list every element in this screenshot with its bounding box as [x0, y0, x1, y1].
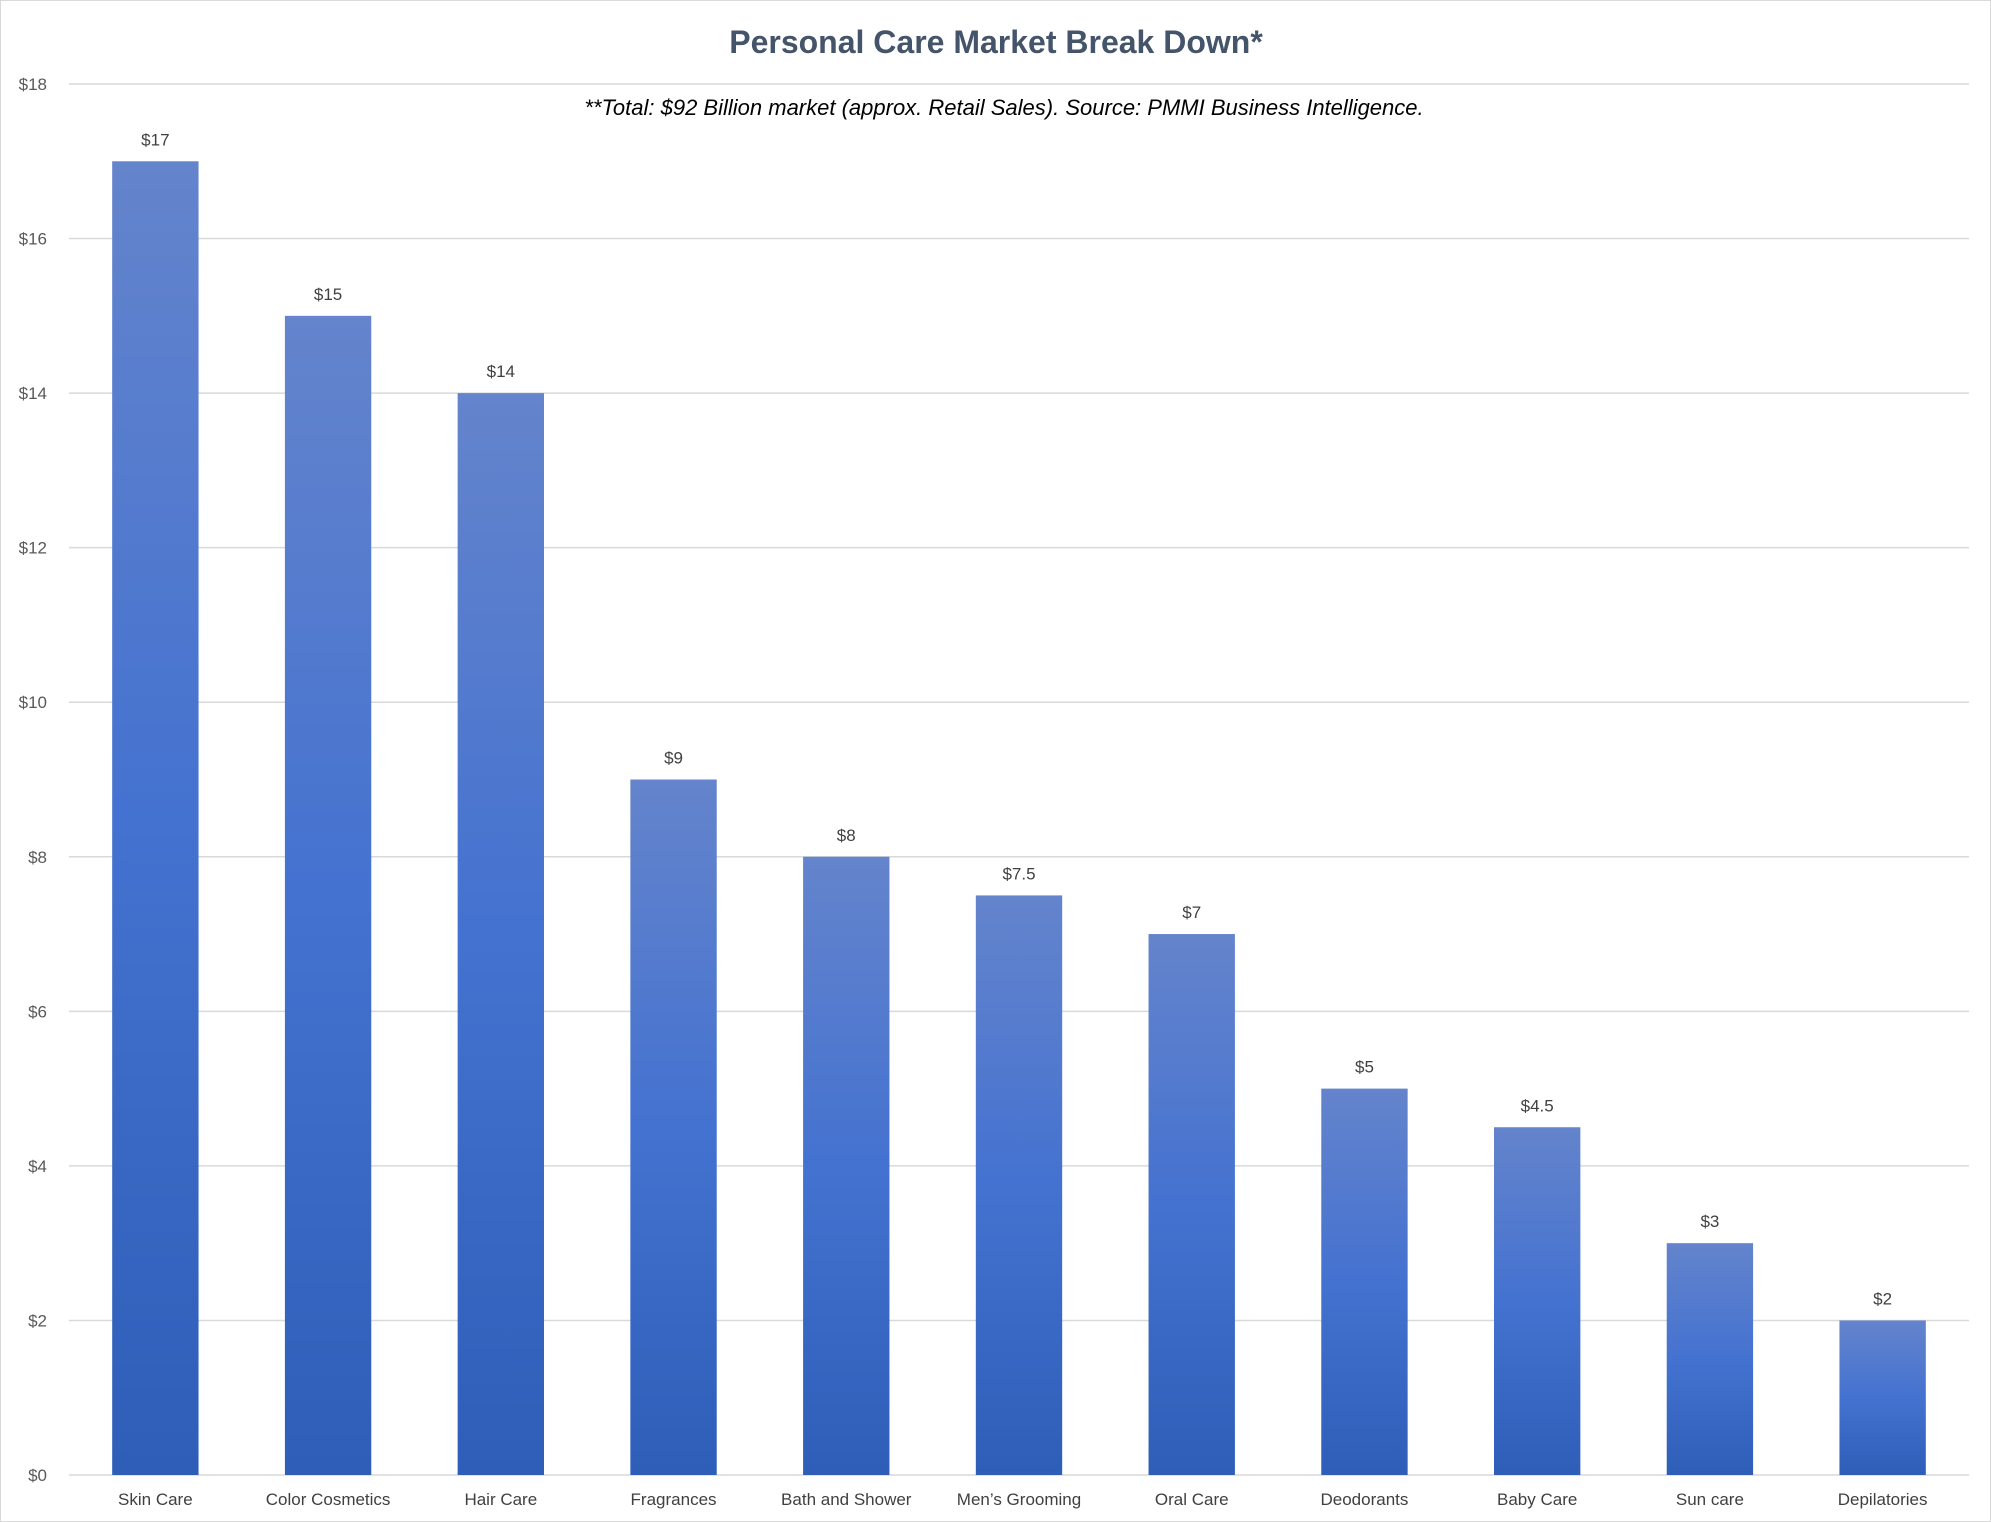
- data-label: $2: [1873, 1289, 1892, 1308]
- y-tick-label: $6: [28, 1002, 47, 1021]
- category-label: Bath and Shower: [781, 1490, 912, 1509]
- data-label: $7.5: [1002, 864, 1035, 883]
- bar: [457, 393, 544, 1476]
- y-tick-label: $10: [19, 693, 47, 712]
- x-axis-categories: Skin Care Color Cosmetics Hair Care Fragran…: [118, 1490, 1927, 1509]
- bar: [1666, 1243, 1754, 1475]
- data-label: $4.5: [1521, 1096, 1554, 1115]
- bar: [112, 161, 199, 1475]
- data-label: $3: [1700, 1212, 1719, 1231]
- category-label: Deodorants: [1321, 1490, 1409, 1509]
- category-label: Sun care: [1676, 1490, 1744, 1509]
- category-label: Fragrances: [631, 1490, 717, 1509]
- bars: [112, 161, 1926, 1476]
- data-label: $8: [837, 826, 856, 845]
- y-tick-label: $18: [19, 75, 47, 94]
- bar: [1321, 1088, 1408, 1475]
- category-label: Depilatories: [1838, 1490, 1928, 1509]
- y-tick-label: $0: [28, 1466, 47, 1485]
- bar: [1839, 1320, 1926, 1475]
- chart-title: Personal Care Market Break Down*: [729, 24, 1263, 60]
- y-axis-ticks: $0 $2 $4 $6 $8 $10 $12 $14 $16 $18: [19, 75, 47, 1485]
- data-label: $17: [141, 130, 169, 149]
- y-tick-label: $14: [19, 384, 47, 403]
- bar: [803, 856, 890, 1475]
- bar: [630, 779, 717, 1475]
- y-tick-label: $16: [19, 230, 47, 249]
- data-label: $9: [664, 749, 683, 768]
- data-label: $7: [1182, 903, 1201, 922]
- category-label: Hair Care: [464, 1490, 537, 1509]
- y-tick-label: $2: [28, 1311, 47, 1330]
- y-tick-label: $4: [28, 1157, 47, 1176]
- y-tick-label: $12: [19, 539, 47, 558]
- category-label: Baby Care: [1497, 1490, 1577, 1509]
- category-label: Men’s Grooming: [957, 1490, 1081, 1509]
- data-label: $15: [314, 285, 342, 304]
- data-label: $5: [1355, 1058, 1374, 1077]
- bar: [1148, 934, 1235, 1475]
- chart-subtitle: **Total: $92 Billion market (approx. Ret…: [584, 95, 1423, 120]
- data-labels: $17 $15 $14 $9 $8 $7.5 $7 $5 $4.5 $3 $2: [141, 130, 1892, 1308]
- data-label: $14: [487, 362, 515, 381]
- category-label: Oral Care: [1155, 1490, 1229, 1509]
- bar: [975, 895, 1063, 1475]
- y-tick-label: $8: [28, 848, 47, 867]
- category-label: Skin Care: [118, 1490, 193, 1509]
- category-label: Color Cosmetics: [266, 1490, 391, 1509]
- bar: [284, 315, 372, 1475]
- bar: [1494, 1127, 1581, 1475]
- gridlines: [69, 83, 1969, 1476]
